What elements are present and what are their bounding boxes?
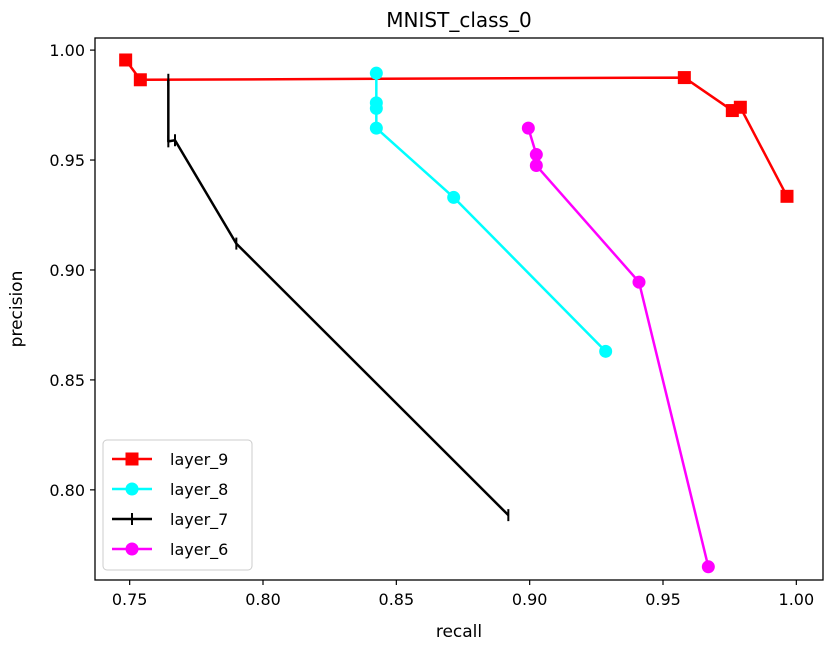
- legend-frame: [102, 439, 253, 571]
- y-axis: 0.80 0.85 0.90 0.95 1.00: [49, 41, 95, 500]
- legend-item: layer_8: [112, 480, 228, 500]
- x-tick-label: 0.85: [379, 590, 415, 609]
- data-point: [369, 66, 383, 80]
- legend-marker: [125, 542, 139, 556]
- y-tick-label: 0.80: [49, 481, 85, 500]
- data-point: [447, 190, 461, 204]
- series-layer_8: [369, 66, 613, 358]
- series-layer_9: [119, 53, 794, 203]
- data-point: [733, 100, 747, 114]
- data-point: [599, 344, 613, 358]
- y-tick-label: 0.95: [49, 151, 85, 170]
- legend-item: layer_9: [112, 450, 228, 470]
- data-point: [521, 121, 535, 135]
- chart-title: MNIST_class_0: [386, 8, 531, 32]
- series-layer_7: [167, 73, 510, 522]
- data-point: [632, 275, 646, 289]
- legend-items: layer_9 layer_8 layer_7 layer_6: [112, 450, 228, 560]
- legend-label: layer_8: [170, 480, 228, 500]
- x-axis: 0.75 0.80 0.85 0.90 0.95 1.00: [112, 580, 814, 609]
- data-point: [133, 73, 147, 87]
- x-tick-label: 0.80: [245, 590, 281, 609]
- y-tick-label: 0.90: [49, 261, 85, 280]
- data-point: [369, 101, 383, 115]
- legend-label: layer_6: [170, 540, 228, 560]
- data-point: [701, 560, 715, 574]
- legend-label: layer_9: [170, 450, 228, 470]
- y-axis-label: precision: [7, 271, 27, 348]
- series-layer: [119, 53, 794, 574]
- legend-label: layer_7: [170, 510, 228, 530]
- data-point: [369, 121, 383, 135]
- y-tick-label: 0.85: [49, 371, 85, 390]
- x-tick-label: 0.75: [112, 590, 148, 609]
- data-point: [529, 159, 543, 173]
- data-point: [529, 148, 543, 162]
- legend-marker: [125, 452, 139, 466]
- x-tick-label: 1.00: [779, 590, 815, 609]
- series-layer_6: [521, 121, 715, 574]
- data-point: [780, 189, 794, 203]
- legend-item: layer_7: [112, 510, 228, 530]
- legend-item: layer_6: [112, 540, 228, 560]
- legend-marker: [125, 482, 139, 496]
- x-axis-label: recall: [436, 622, 482, 642]
- x-tick-label: 0.90: [512, 590, 548, 609]
- data-point: [119, 53, 133, 67]
- y-tick-label: 1.00: [49, 41, 85, 60]
- legend: layer_9 layer_8 layer_7 layer_6: [102, 439, 253, 571]
- x-tick-label: 0.95: [645, 590, 681, 609]
- data-point: [677, 71, 691, 85]
